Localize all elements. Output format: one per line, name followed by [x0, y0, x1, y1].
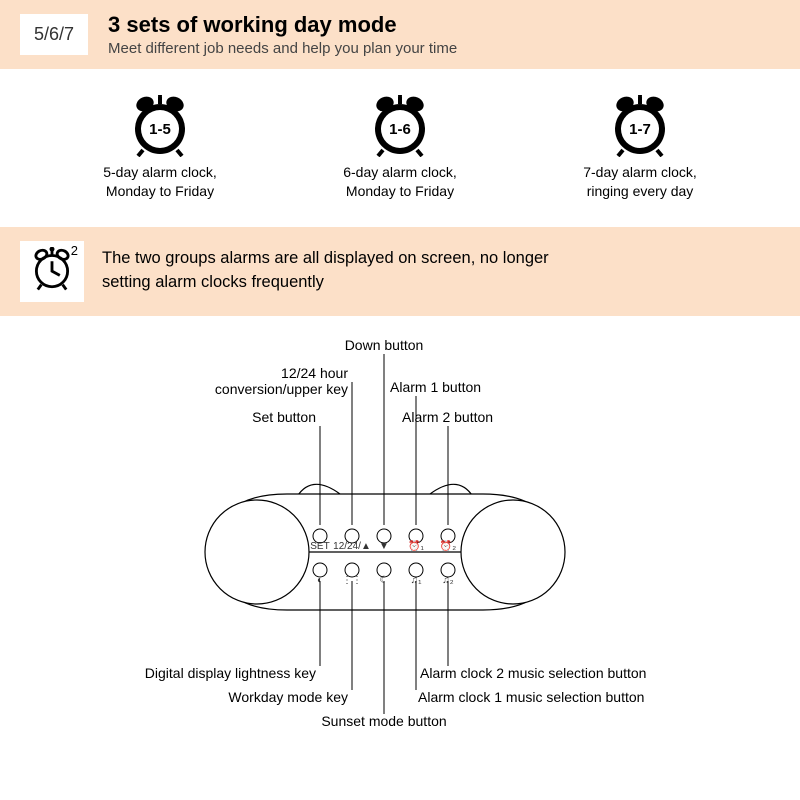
banner1-title: 3 sets of working day mode	[108, 12, 457, 38]
diagram-label: Set button	[252, 409, 316, 425]
device-button-label: SET	[310, 541, 329, 552]
mode-caption: 6-day alarm clock, Monday to Friday	[315, 163, 485, 201]
device-button-label: 12/24/▲	[333, 541, 371, 552]
alarm-badge: 2	[20, 241, 84, 302]
modes-row: 1-5 5-day alarm clock, Monday to Friday …	[0, 69, 800, 227]
device-button-label: ⏰₂	[440, 539, 456, 552]
mode-caption-l1: 5-day alarm clock,	[103, 164, 217, 180]
mode-caption-l1: 7-day alarm clock,	[583, 164, 697, 180]
diagram-label: Alarm clock 2 music selection button	[420, 665, 646, 681]
diagram-label: Alarm clock 1 music selection button	[418, 689, 644, 705]
device-diagram-svg: SET12/24/▲▼⏰₁⏰₂ ◐⋮⋮☾♫₁♫₂ Down button12/2…	[0, 322, 800, 734]
banner-two-groups: 2 The two groups alarms are all displaye…	[0, 227, 800, 316]
diagram-label: conversion/upper key	[215, 381, 348, 397]
mode-caption-l2: Monday to Friday	[346, 183, 454, 199]
alarm-clock-outline-icon	[30, 247, 74, 291]
diagram-label: Down button	[345, 337, 424, 353]
mode-item: 1-6 6-day alarm clock, Monday to Friday	[315, 91, 485, 201]
clock-face-label: 1-5	[149, 121, 171, 138]
alarm-badge-sup: 2	[71, 243, 78, 258]
diagram-label: Sunset mode button	[321, 713, 446, 729]
clock-face-label: 1-7	[629, 121, 651, 138]
banner1-subtitle: Meet different job needs and help you pl…	[108, 40, 457, 57]
diagram-label: Alarm 2 button	[402, 409, 493, 425]
alarm-clock-icon: 1-7	[609, 95, 671, 157]
clock-face-label: 1-6	[389, 121, 411, 138]
badge-567-text: 5/6/7	[34, 24, 74, 44]
device-diagram: SET12/24/▲▼⏰₁⏰₂ ◐⋮⋮☾♫₁♫₂ Down button12/2…	[0, 322, 800, 734]
diagram-label: Alarm 1 button	[390, 379, 481, 395]
mode-caption-l2: Monday to Friday	[106, 183, 214, 199]
mode-caption: 5-day alarm clock, Monday to Friday	[75, 163, 245, 201]
device-button-label: ▼	[379, 541, 389, 552]
mode-caption: 7-day alarm clock, ringing every day	[555, 163, 725, 201]
diagram-label: 12/24 hour	[281, 365, 348, 381]
diagram-label: Workday mode key	[228, 689, 348, 705]
mode-item: 1-5 5-day alarm clock, Monday to Friday	[75, 91, 245, 201]
alarm-clock-icon: 1-6	[369, 95, 431, 157]
mode-caption-l2: ringing every day	[587, 183, 694, 199]
alarm-clock-icon: 1-5	[129, 95, 191, 157]
badge-567: 5/6/7	[20, 14, 88, 55]
banner1-text-block: 3 sets of working day mode Meet differen…	[108, 12, 457, 57]
mode-item: 1-7 7-day alarm clock, ringing every day	[555, 91, 725, 201]
device-button-label: ⏰₁	[408, 539, 424, 552]
mode-caption-l1: 6-day alarm clock,	[343, 164, 457, 180]
banner2-l2: setting alarm clocks frequently	[102, 273, 324, 291]
diagram-label: Digital display lightness key	[145, 665, 316, 681]
banner-working-day: 5/6/7 3 sets of working day mode Meet di…	[0, 0, 800, 69]
banner2-text: The two groups alarms are all displayed …	[102, 247, 549, 295]
banner2-l1: The two groups alarms are all displayed …	[102, 249, 549, 267]
